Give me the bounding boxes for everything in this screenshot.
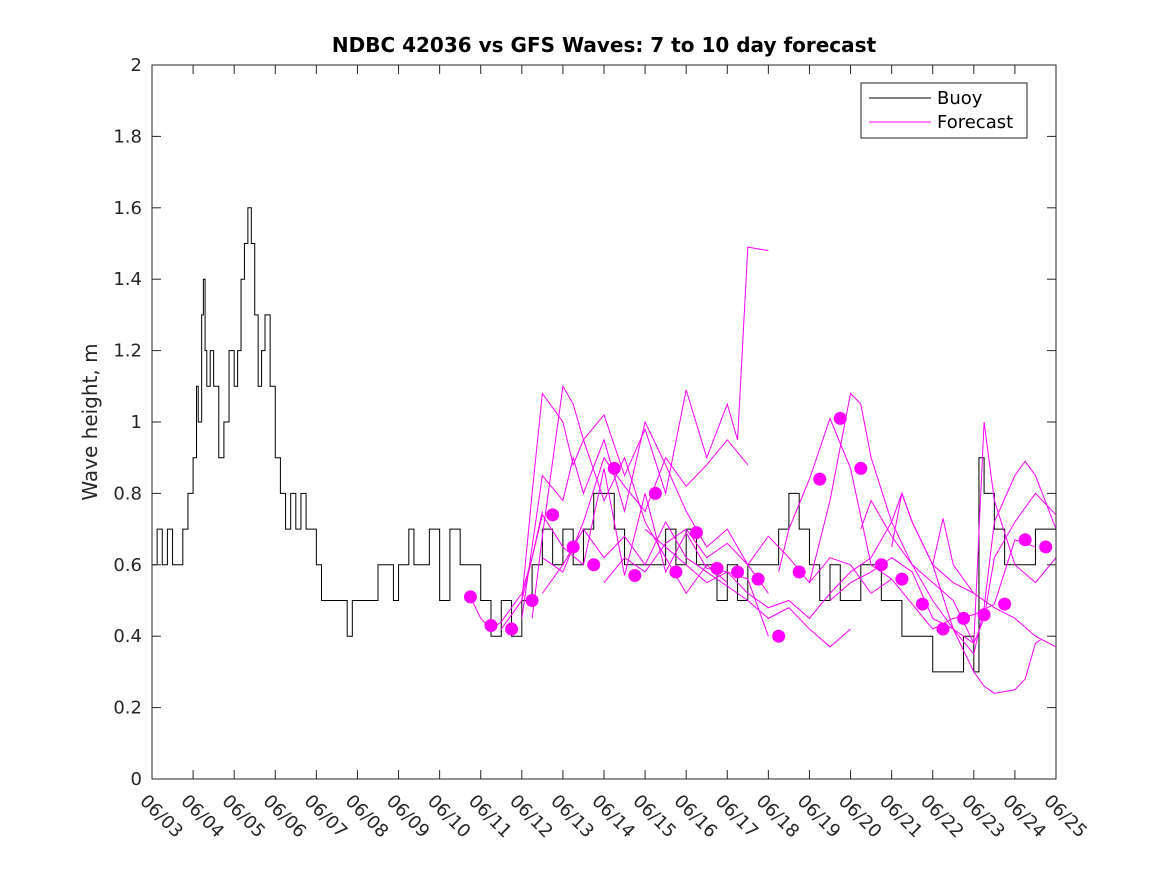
forecast-marker-23 (915, 597, 929, 611)
forecast-marker-27 (998, 597, 1012, 611)
plot-area (152, 207, 1056, 694)
forecast-marker-29 (1039, 540, 1053, 554)
forecast-marker-10 (648, 486, 662, 500)
y-tick-label: 0 (131, 769, 142, 790)
forecast-marker-12 (689, 526, 703, 540)
forecast-marker-3 (505, 622, 519, 636)
chart-title: NDBC 42036 vs GFS Waves: 7 to 10 day for… (332, 33, 877, 57)
forecast-line-13 (860, 492, 1056, 645)
legend-forecast-label: Forecast (937, 112, 1013, 133)
forecast-marker-5 (546, 508, 560, 522)
forecast-marker-13 (710, 561, 724, 575)
forecast-marker-11 (669, 565, 683, 579)
forecast-line-5 (531, 246, 769, 619)
forecast-marker-7 (587, 558, 601, 572)
forecast-marker-15 (751, 572, 765, 586)
y-tick-label: 1.8 (113, 126, 142, 147)
y-tick-label: 0.8 (113, 483, 142, 504)
forecast-marker-22 (895, 572, 909, 586)
legend-buoy-label: Buoy (937, 88, 983, 109)
forecast-line-7 (541, 520, 851, 648)
forecast-line-2 (500, 468, 769, 637)
forecast-marker-19 (833, 411, 847, 425)
forecast-marker-25 (957, 611, 971, 625)
forecast-marker-17 (792, 565, 806, 579)
forecast-marker-4 (525, 594, 539, 607)
forecast-marker-18 (813, 472, 827, 486)
forecast-marker-8 (607, 461, 621, 475)
forecast-line-4 (521, 420, 769, 619)
forecast-line-14 (891, 491, 1056, 648)
y-tick-label: 2 (131, 55, 142, 76)
forecast-line-12 (829, 460, 1056, 656)
forecast-line-6 (542, 439, 749, 573)
legend: Buoy Forecast (860, 82, 1028, 139)
y-tick-label: 0.4 (113, 626, 142, 647)
y-tick-label: 1.2 (113, 341, 142, 362)
forecast-marker-1 (463, 590, 477, 604)
y-tick-label: 0.2 (113, 698, 142, 719)
forecast-marker-14 (731, 565, 745, 579)
forecast-marker-16 (772, 629, 786, 643)
y-tick-label: 1.4 (113, 269, 142, 290)
forecast-marker-20 (854, 461, 868, 475)
forecast-marker-9 (628, 569, 642, 583)
forecast-line-8 (603, 528, 892, 595)
buoy-series-line (152, 207, 1056, 673)
forecast-marker-6 (566, 540, 580, 554)
y-tick-label: 0.6 (113, 555, 142, 576)
legend-box (860, 82, 1028, 139)
forecast-line-15 (932, 564, 1041, 694)
y-axis-label: Wave height, m (78, 343, 102, 500)
forecast-marker-2 (484, 618, 498, 632)
forecast-marker-26 (977, 608, 991, 622)
forecast-marker-24 (936, 622, 950, 636)
forecast-marker-28 (1018, 533, 1032, 547)
forecast-marker-21 (874, 558, 888, 572)
y-tick-label: 1 (131, 412, 142, 433)
y-tick-label: 1.6 (113, 198, 142, 219)
forecast-line-3 (521, 392, 728, 601)
forecast-line-11 (808, 392, 1056, 644)
